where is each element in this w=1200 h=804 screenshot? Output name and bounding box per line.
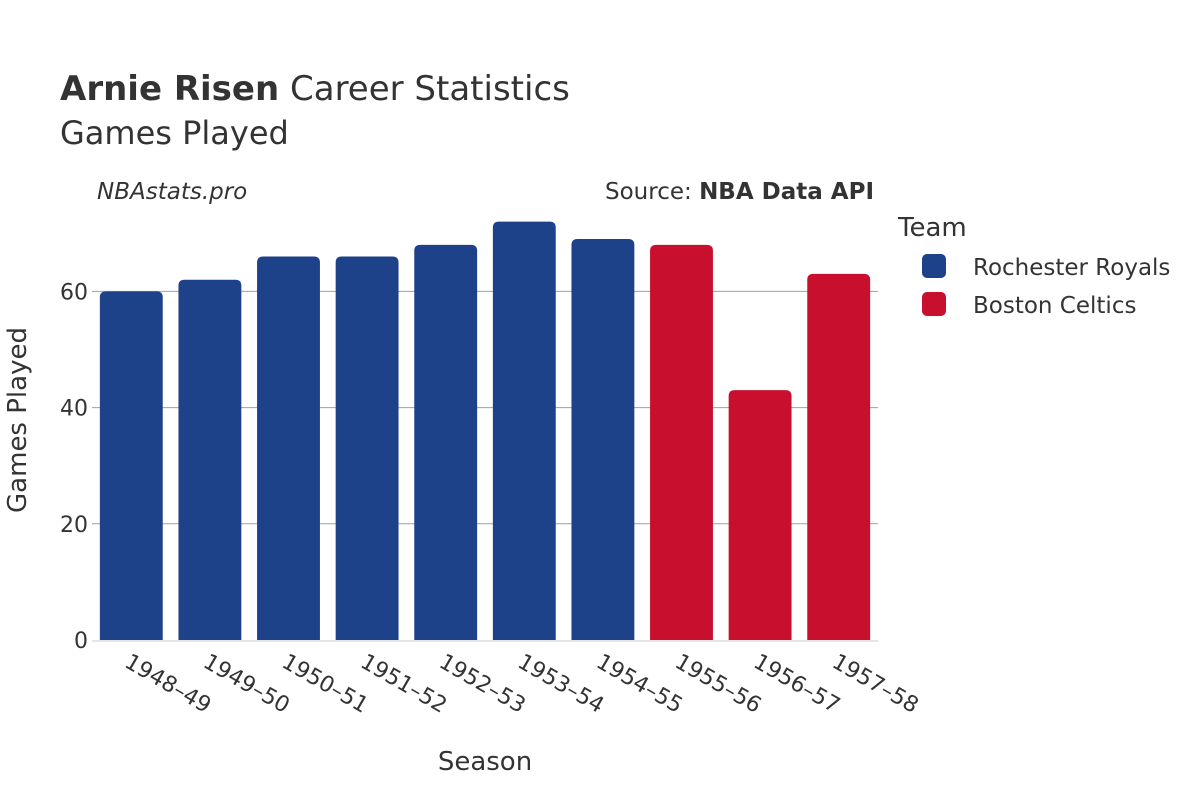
y-tick-label-0: 0 <box>74 629 88 654</box>
bar-1953-54[interactable] <box>492 221 556 640</box>
bar-1951-52[interactable] <box>335 256 399 640</box>
x-tick-label-1953-54: 1953–54 <box>513 650 608 719</box>
legend-title: Team <box>897 213 967 243</box>
bar-1952-53[interactable] <box>414 244 478 640</box>
x-tick-labels: 1948–491949–501950–511951–521952–531953–… <box>120 650 922 719</box>
bar-1955-56[interactable] <box>650 244 713 640</box>
x-tick-label-1954-55: 1954–55 <box>592 650 687 719</box>
chart-title-player: Arnie Risen <box>60 69 279 109</box>
y-tick-label-40: 40 <box>60 397 88 422</box>
x-tick-label-1950-51: 1950–51 <box>278 650 373 719</box>
x-axis-title: Season <box>438 747 532 777</box>
x-tick-label-1956-57: 1956–57 <box>749 650 844 719</box>
bars <box>99 221 871 640</box>
chart-subtitle: Games Played <box>60 114 289 152</box>
y-tick-label-20: 20 <box>60 513 88 538</box>
bar-1956-57[interactable] <box>728 390 792 640</box>
y-tick-labels: 0 20 40 60 <box>60 280 88 654</box>
bar-1957-58[interactable] <box>807 273 871 640</box>
chart-title-rest: Career Statistics <box>279 69 570 109</box>
x-tick-label-1951-52: 1951–52 <box>356 650 451 719</box>
bar-1954-55[interactable] <box>571 239 635 640</box>
watermark: NBAstats.pro <box>97 179 247 205</box>
legend-label-boston-celtics[interactable]: Boston Celtics <box>973 293 1136 319</box>
y-axis-title: Games Played <box>3 327 33 513</box>
x-tick-label-1949-50: 1949–50 <box>199 650 294 719</box>
source-credit: Source: NBA Data API <box>605 179 874 205</box>
y-tick-label-60: 60 <box>60 280 88 305</box>
bar-1948-49[interactable] <box>99 291 163 640</box>
x-tick-label-1957-58: 1957–58 <box>828 650 923 719</box>
legend-swatch-rochester-royals[interactable] <box>922 254 946 278</box>
legend-swatch-boston-celtics[interactable] <box>922 292 946 316</box>
bar-1949-50[interactable] <box>178 279 242 640</box>
x-tick-label-1955-56: 1955–56 <box>671 650 766 719</box>
x-tick-label-1952-53: 1952–53 <box>435 650 530 719</box>
chart-title: Arnie Risen Career Statistics <box>60 69 570 109</box>
legend-label-rochester-royals[interactable]: Rochester Royals <box>973 255 1170 281</box>
source-prefix: Source: <box>605 179 699 205</box>
legend: Team Rochester Royals Boston Celtics <box>897 213 1170 319</box>
x-tick-label-1948-49: 1948–49 <box>120 650 215 719</box>
bar-1950-51[interactable] <box>257 256 320 640</box>
source-name: NBA Data API <box>699 179 874 205</box>
